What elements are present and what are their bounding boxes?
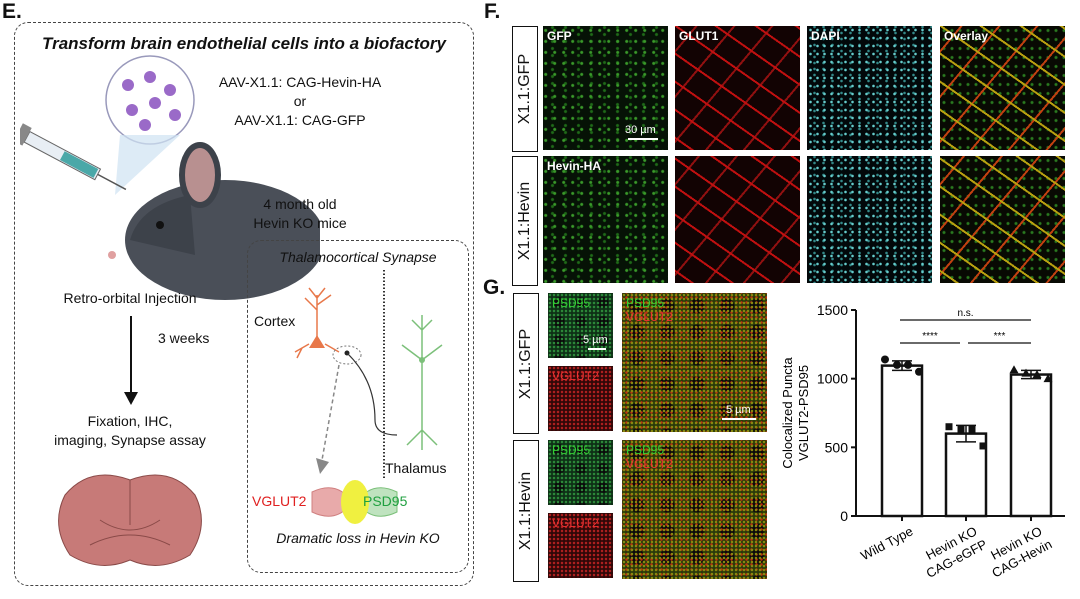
data-point [904, 360, 912, 369]
row-label-g-gfp: X1.1:GFP [513, 293, 539, 434]
data-point [1009, 365, 1019, 374]
row-label-g-hevin: X1.1:Hevin [513, 440, 539, 582]
row-label-gfp: X1.1:GFP [512, 26, 538, 152]
micrograph-psd95-hevin: PSD95 [548, 440, 613, 505]
thalamus-label: Thalamus [385, 460, 447, 476]
injection-label: Retro-orbital Injection [63, 290, 197, 306]
panel-e-title: Transform brain endothelial cells into a… [42, 34, 446, 53]
y-axis-label: Colocalized Puncta [780, 357, 795, 469]
inset-title: Thalamocortical Synapse [279, 249, 437, 265]
data-point [881, 355, 889, 364]
micrograph-dapi: DAPI [807, 26, 932, 150]
mice-genotype: Hevin KO mice [253, 215, 347, 231]
panel-f-label: F. [484, 0, 501, 23]
vector-1: AAV-X1.1: CAG-Hevin-HA [218, 74, 382, 90]
scale-bar-label: 30 µm [625, 124, 656, 136]
micrograph-overlay-hevin [940, 156, 1065, 283]
psd95-label: PSD95 [363, 493, 408, 509]
vector-or: or [293, 93, 307, 109]
duration-label: 3 weeks [158, 330, 210, 346]
micrograph-vglut2-hevin: VGLUT2 [548, 513, 613, 578]
micrograph-merge-gfp: PSD95 VGLUT2 5 µm [622, 293, 767, 432]
data-point [1032, 370, 1042, 379]
mice-age: 4 month old [263, 196, 337, 212]
vglut2-label: VGLUT2 [252, 493, 307, 509]
data-point [893, 360, 901, 369]
micrograph-glut1-hevin [675, 156, 800, 283]
micrograph-psd95-gfp: PSD95 5 µm [548, 293, 613, 358]
significance-label: *** [994, 331, 1006, 342]
panel-e-box [14, 22, 474, 586]
y-tick-label: 1500 [817, 302, 848, 318]
data-point [915, 367, 923, 376]
virus-syringe-mouse-illustration [20, 55, 320, 300]
micrograph-dapi-hevin [807, 156, 932, 283]
x-tick-label: Wild Type [858, 523, 915, 563]
y-tick-label: 500 [825, 439, 849, 455]
down-arrow-icon [124, 316, 138, 405]
y-tick-label: 1000 [817, 371, 848, 387]
data-point [1043, 374, 1053, 383]
vector-2: AAV-X1.1: CAG-GFP [234, 112, 366, 128]
panel-g-label: G. [483, 276, 506, 299]
data-point [945, 423, 953, 431]
micrograph-glut1: GLUT1 [675, 26, 800, 150]
bar [1009, 373, 1053, 518]
brain-section-illustration [58, 474, 202, 566]
micrograph-merge-hevin: PSD95 VGLUT2 [622, 440, 767, 579]
micrograph-vglut2-gfp: VGLUT2 [548, 366, 613, 431]
data-point [979, 442, 987, 450]
bar-chart: 0 500 1000 1500 Colocalized Puncta VGLUT2-PSD… [780, 302, 1065, 581]
micrograph-gfp: GFP 30 µm [543, 26, 668, 150]
row-label-hevin: X1.1:Hevin [512, 156, 538, 286]
assay-line-2: imaging, Synapse assay [54, 432, 206, 448]
y-axis-label: VGLUT2-PSD95 [796, 365, 811, 461]
synapse-inset-box [247, 240, 469, 573]
y-tick-label: 0 [840, 508, 848, 524]
inset-caption: Dramatic loss in Hevin KO [276, 530, 440, 546]
micrograph-overlay: Overlay [940, 26, 1065, 150]
data-point [968, 425, 976, 433]
significance-label: **** [922, 331, 938, 342]
significance-label: n.s. [957, 308, 973, 319]
neuron-diagram [294, 270, 443, 524]
bar [880, 364, 924, 518]
data-point [957, 425, 965, 433]
panel-e-label: E. [2, 0, 22, 23]
assay-line-1: Fixation, IHC, [87, 413, 173, 429]
cortex-label: Cortex [254, 313, 296, 329]
data-point [1021, 368, 1031, 377]
micrograph-hevin-ha: Hevin-HA [543, 156, 668, 283]
